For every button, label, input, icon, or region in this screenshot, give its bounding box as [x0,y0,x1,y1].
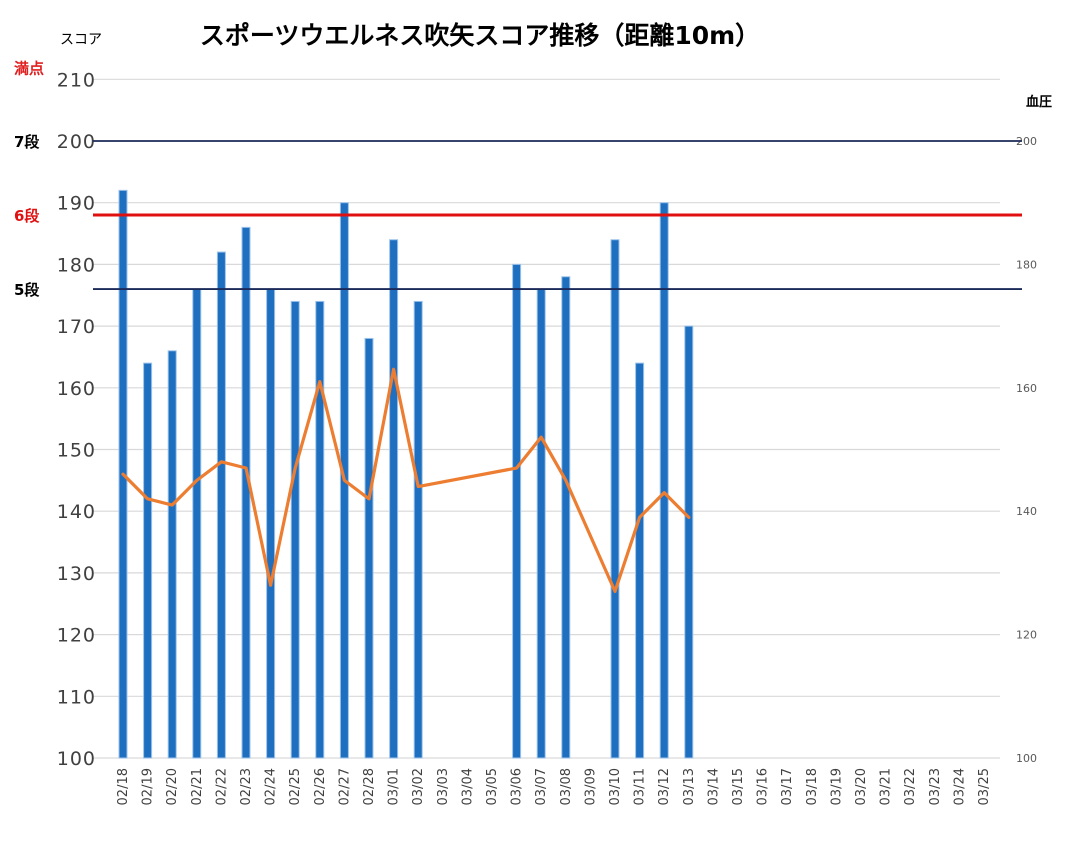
score-bar [364,337,374,759]
y-left-tick-label: 170 [57,316,96,338]
y-left-tick-label: 200 [57,131,96,153]
y-left-tick-label: 100 [57,748,96,770]
x-tick-label: 02/28 [362,768,377,805]
reference-label: 7段 [14,133,39,151]
x-tick-label: 03/24 [952,768,967,805]
y-axis-left-ticks: 100 110 120 130 140 150 160 170 180 190 200 210 [57,69,96,770]
x-tick-label: 03/11 [633,768,648,805]
reference-label: 満点 [14,59,44,77]
score-bar [192,288,202,759]
y-left-tick-label: 120 [57,625,96,647]
x-tick-label: 02/21 [190,768,205,805]
y-right-tick-label: 200 [1016,135,1037,148]
x-tick-label: 02/22 [214,768,229,805]
score-bar [241,226,251,759]
x-tick-label: 02/24 [264,768,279,805]
y-axis-right-ticks: 100 120 140 160 180 200 [1016,135,1037,765]
chart-title: スポーツウエルネス吹矢スコア推移（距離10m） [200,21,760,50]
score-bar [413,300,423,759]
x-tick-label: 03/09 [583,768,598,805]
y-left-tick-label: 140 [57,501,96,523]
x-tick-label: 03/16 [756,768,771,805]
reference-label: 5段 [14,281,39,299]
x-tick-label: 03/14 [706,768,721,805]
x-tick-label: 02/19 [141,768,156,805]
y-left-tick-label: 190 [57,193,96,215]
score-bar [315,300,325,759]
y-left-tick-label: 130 [57,563,96,585]
score-bar [561,276,571,759]
x-tick-label: 02/27 [337,768,352,805]
x-tick-label: 02/18 [116,768,131,805]
x-tick-label: 03/21 [879,768,894,805]
x-tick-label: 03/20 [854,768,869,805]
y-left-tick-label: 150 [57,440,96,462]
blood-pressure-line [121,367,691,594]
y-left-tick-label: 180 [57,254,96,276]
score-bar [167,350,177,759]
x-tick-label: 03/23 [928,768,943,805]
y-axis-right-label: 血圧 [1026,94,1052,110]
score-bar [290,300,300,759]
blood-pressure-series-line [121,367,691,594]
score-bar [266,288,276,759]
x-tick-label: 03/12 [657,768,672,805]
score-bar [512,263,522,759]
y-right-tick-label: 100 [1016,752,1037,765]
rank-reference-lines: 満点 7段 6段 5段 [14,59,1022,299]
score-bar [216,251,226,759]
y-left-tick-label: 110 [57,686,96,708]
score-bar [143,362,153,759]
y-left-tick-label: 160 [57,378,96,400]
x-tick-label: 03/13 [682,768,697,805]
y-right-tick-label: 180 [1016,258,1037,271]
x-tick-label: 03/25 [977,768,992,805]
score-bar [659,202,669,759]
x-tick-label: 02/23 [239,768,254,805]
x-tick-label: 03/07 [534,768,549,805]
x-tick-label: 03/15 [731,768,746,805]
x-tick-label: 03/04 [460,768,475,805]
x-tick-label: 03/22 [903,768,918,805]
x-tick-label: 03/18 [805,768,820,805]
x-tick-label: 03/19 [829,768,844,805]
x-tick-label: 03/01 [387,768,402,805]
x-tick-label: 03/10 [608,768,623,805]
x-tick-label: 02/20 [165,768,180,805]
score-bar [684,325,694,759]
x-tick-label: 03/05 [485,768,500,805]
y-right-tick-label: 160 [1016,382,1037,395]
x-axis-date-ticks: 02/18 02/19 02/20 02/21 02/22 02/23 02/24 02/25… [116,768,992,805]
score-bar [610,239,620,759]
x-tick-label: 02/26 [313,768,328,805]
y-right-tick-label: 140 [1016,505,1037,518]
x-tick-label: 03/03 [436,768,451,805]
score-bar [536,288,546,759]
y-left-tick-label: 210 [57,69,96,91]
x-tick-label: 03/17 [780,768,795,805]
reference-label: 6段 [14,207,39,225]
x-tick-label: 03/08 [559,768,574,805]
score-bar [635,362,645,759]
x-tick-label: 03/02 [411,768,426,805]
y-axis-left-label: スコア [60,32,102,48]
gridlines [93,78,1000,759]
y-right-tick-label: 120 [1016,629,1037,642]
x-tick-label: 02/25 [288,768,303,805]
x-tick-label: 03/06 [510,768,525,805]
score-bar [389,239,399,759]
